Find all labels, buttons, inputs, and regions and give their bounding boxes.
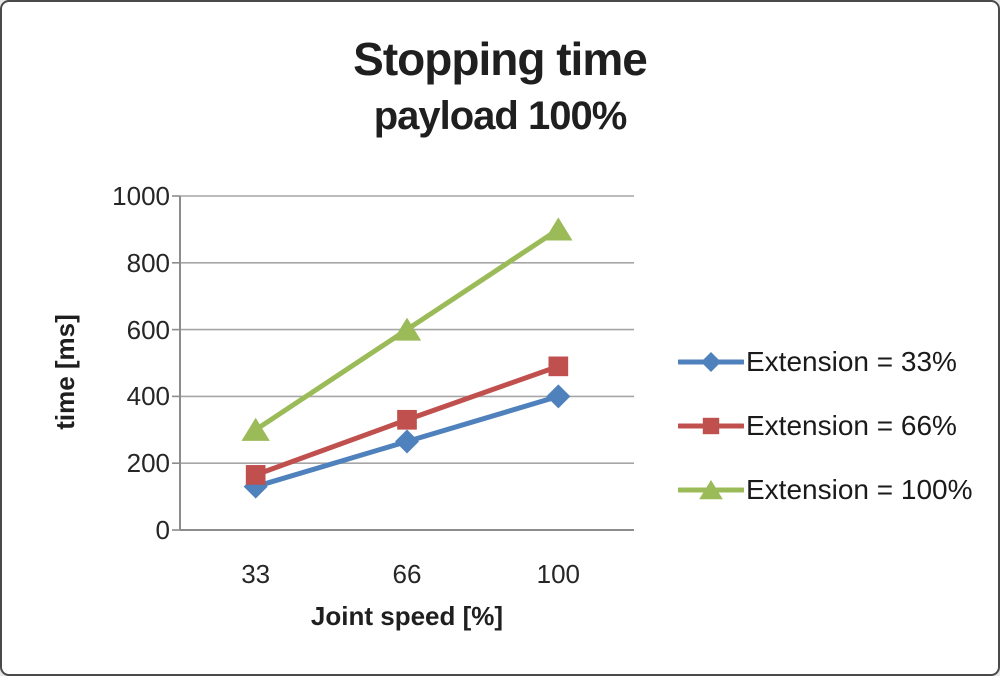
x-axis-title: Joint speed [%]	[310, 601, 504, 631]
legend-diamond-marker-icon	[678, 352, 744, 372]
y-tick-label: 200	[126, 448, 170, 479]
y-tick-label: 400	[126, 381, 170, 412]
chart-title: Stopping time	[353, 33, 648, 85]
data-point-marker-square	[245, 465, 266, 485]
y-tick-label: 800	[126, 247, 170, 278]
chart-subtitle: payload 100%	[373, 94, 628, 138]
legend-label: Extension = 33%	[746, 346, 957, 377]
legend-item-2: Extension = 100%	[678, 474, 973, 506]
legend-item-1: Extension = 66%	[678, 410, 973, 442]
plot-area	[172, 195, 634, 531]
data-point-marker-triangle	[392, 317, 422, 341]
y-tick-label: 1000	[112, 181, 170, 211]
y-axis-title: time [ms]	[50, 314, 80, 430]
legend-triangle-marker-icon	[678, 480, 744, 500]
data-point-marker-triangle	[241, 417, 270, 441]
x-tick-label: 100	[536, 559, 581, 589]
x-tick-label: 66	[392, 559, 422, 589]
data-point-marker-square	[548, 356, 569, 377]
legend-label: Extension = 100%	[746, 474, 973, 505]
y-tick-label: 600	[126, 314, 170, 345]
legend-label: Extension = 66%	[746, 410, 957, 441]
data-point-marker-diamond	[546, 384, 571, 409]
y-tick-label: 0	[155, 515, 170, 545]
legend-item-0: Extension = 33%	[678, 346, 973, 378]
legend-square-marker-icon	[678, 417, 744, 435]
legend: Extension = 33% Extension = 66% Extension …	[678, 346, 973, 506]
x-tick-label: 33	[241, 559, 271, 589]
data-point-marker-diamond	[395, 429, 419, 454]
data-point-marker-square	[397, 409, 417, 430]
data-point-marker-triangle	[544, 217, 573, 241]
